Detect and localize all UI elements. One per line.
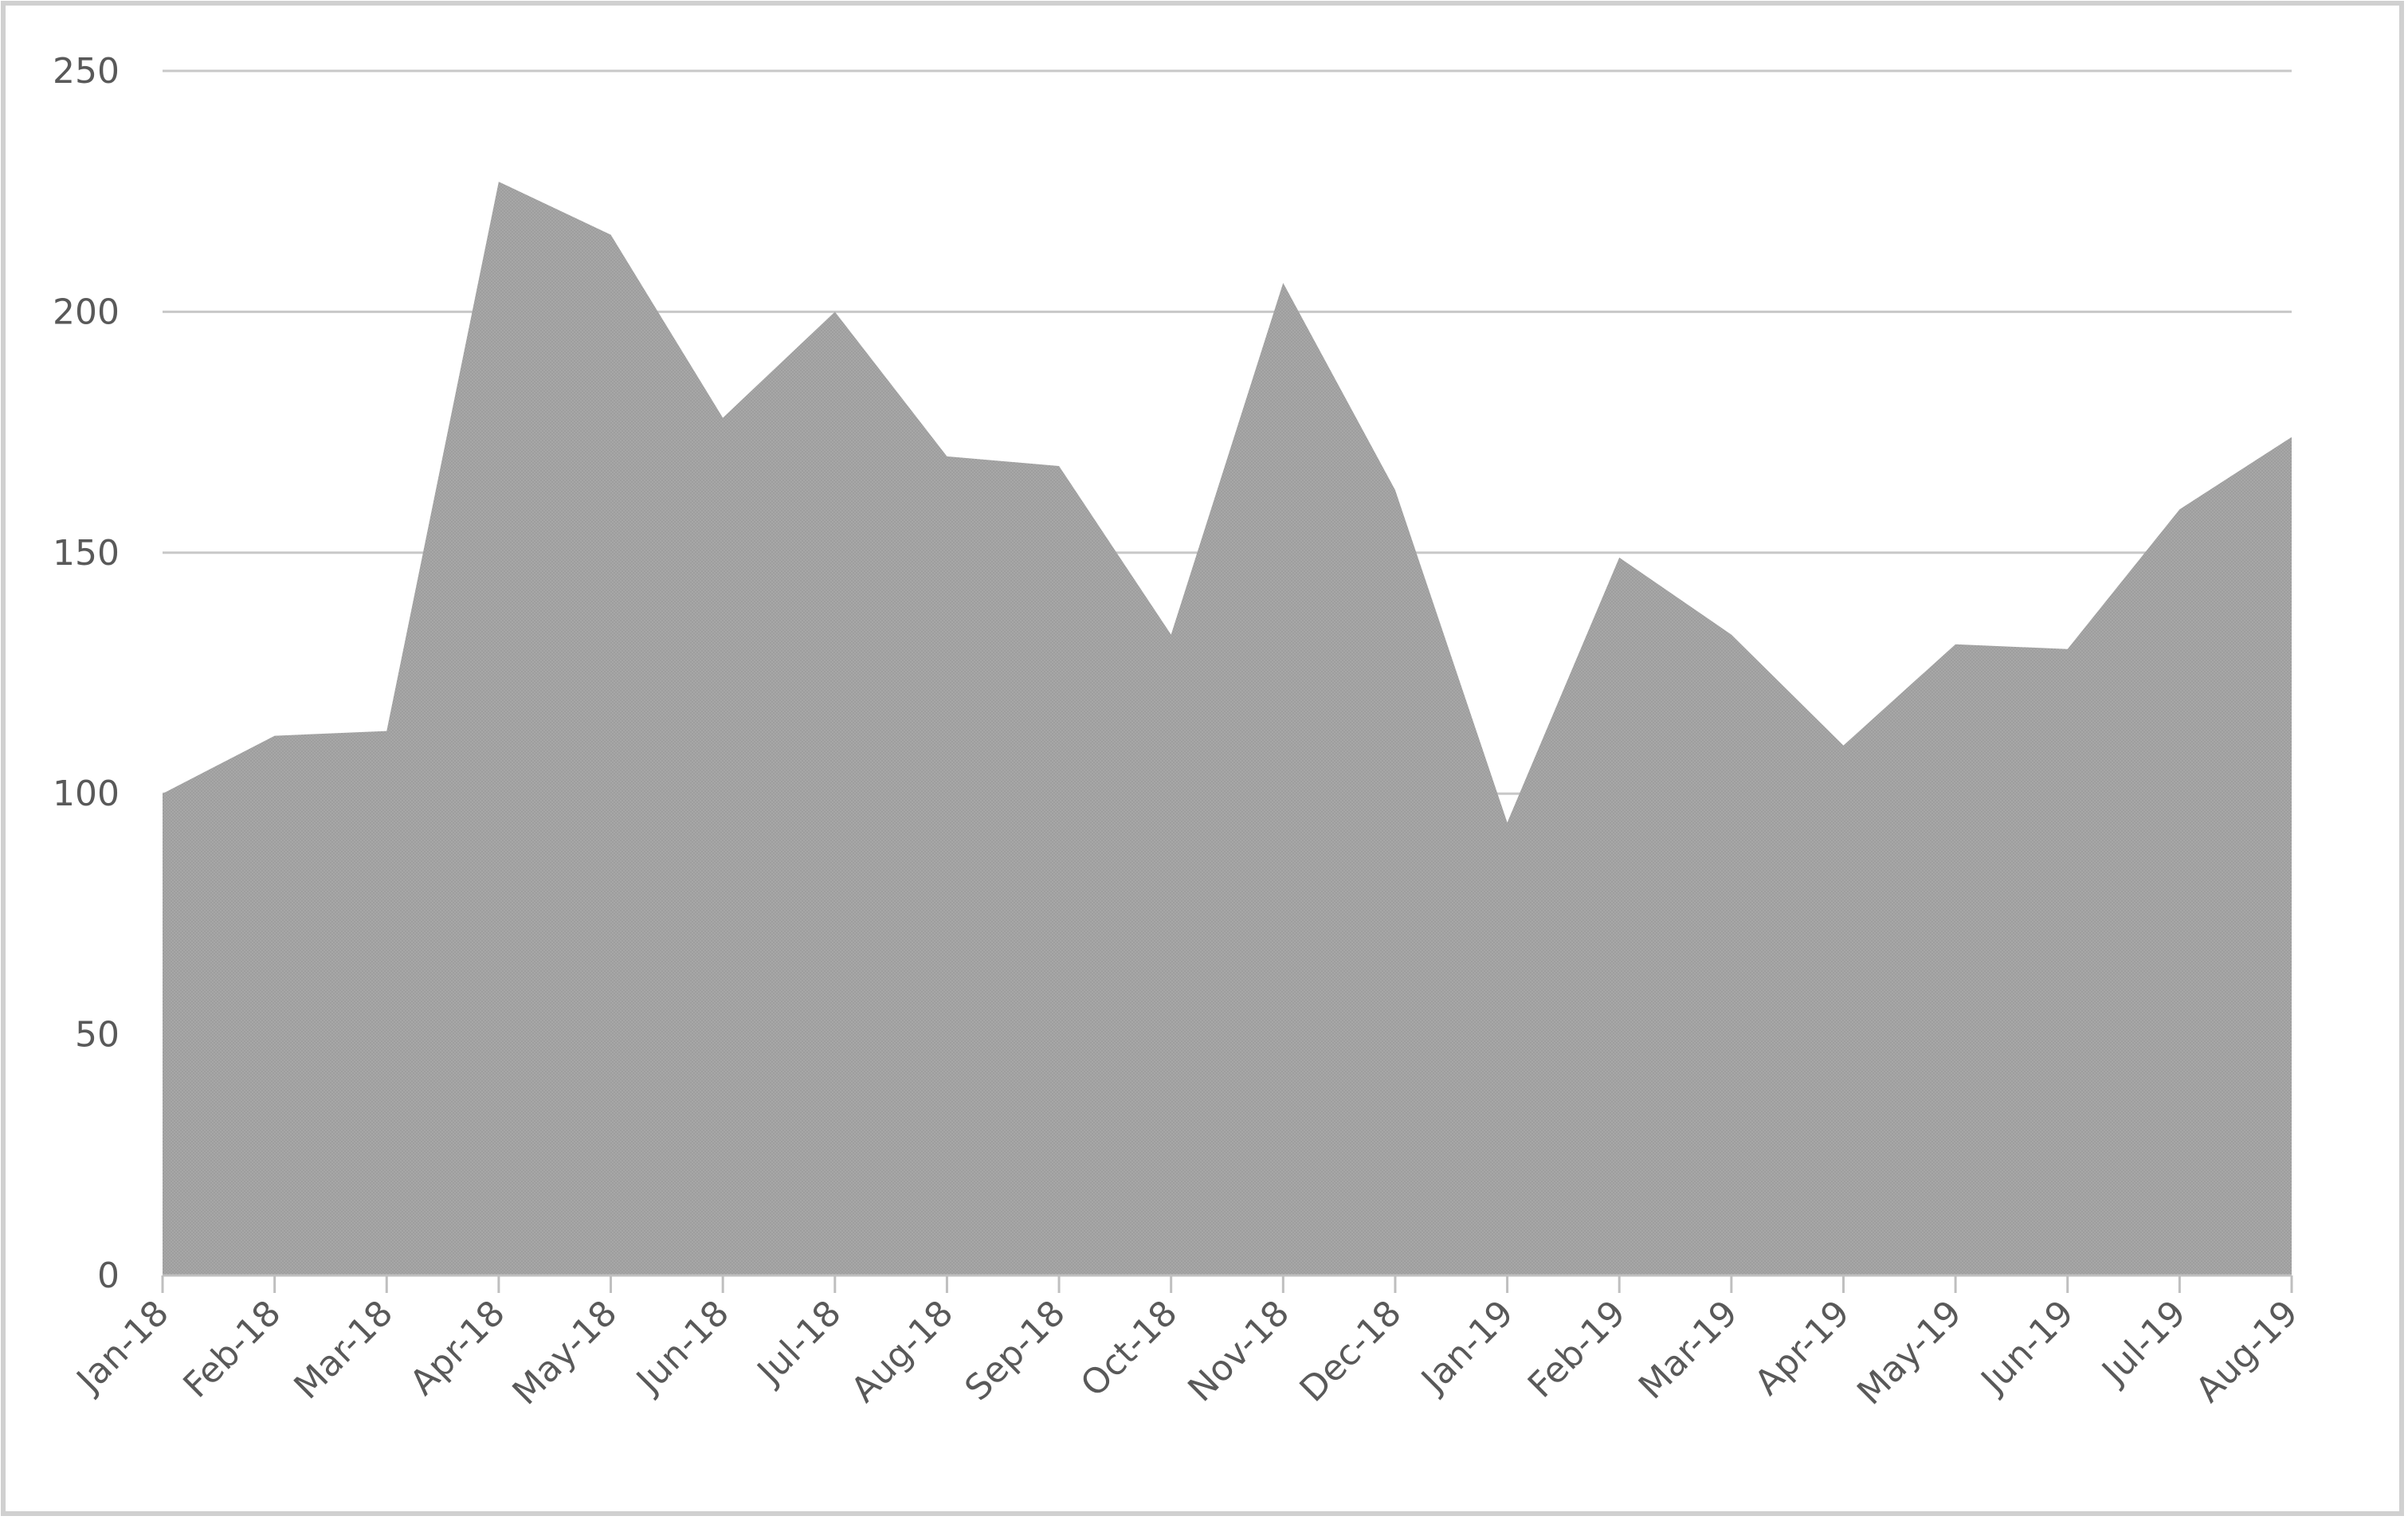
y-tick-label: 150 bbox=[53, 533, 120, 574]
y-tick-label: 100 bbox=[53, 774, 120, 814]
area-series bbox=[163, 182, 2292, 1276]
x-axis bbox=[161, 1274, 2293, 1293]
y-tick-label: 250 bbox=[53, 51, 120, 92]
y-tick-label: 50 bbox=[75, 1015, 120, 1056]
y-tick-label: 0 bbox=[97, 1256, 120, 1296]
y-tick-label: 200 bbox=[53, 292, 120, 332]
y-axis-tick-labels: 0 50 100 150 200 250 bbox=[53, 51, 120, 1296]
area-layer bbox=[163, 182, 2292, 1276]
